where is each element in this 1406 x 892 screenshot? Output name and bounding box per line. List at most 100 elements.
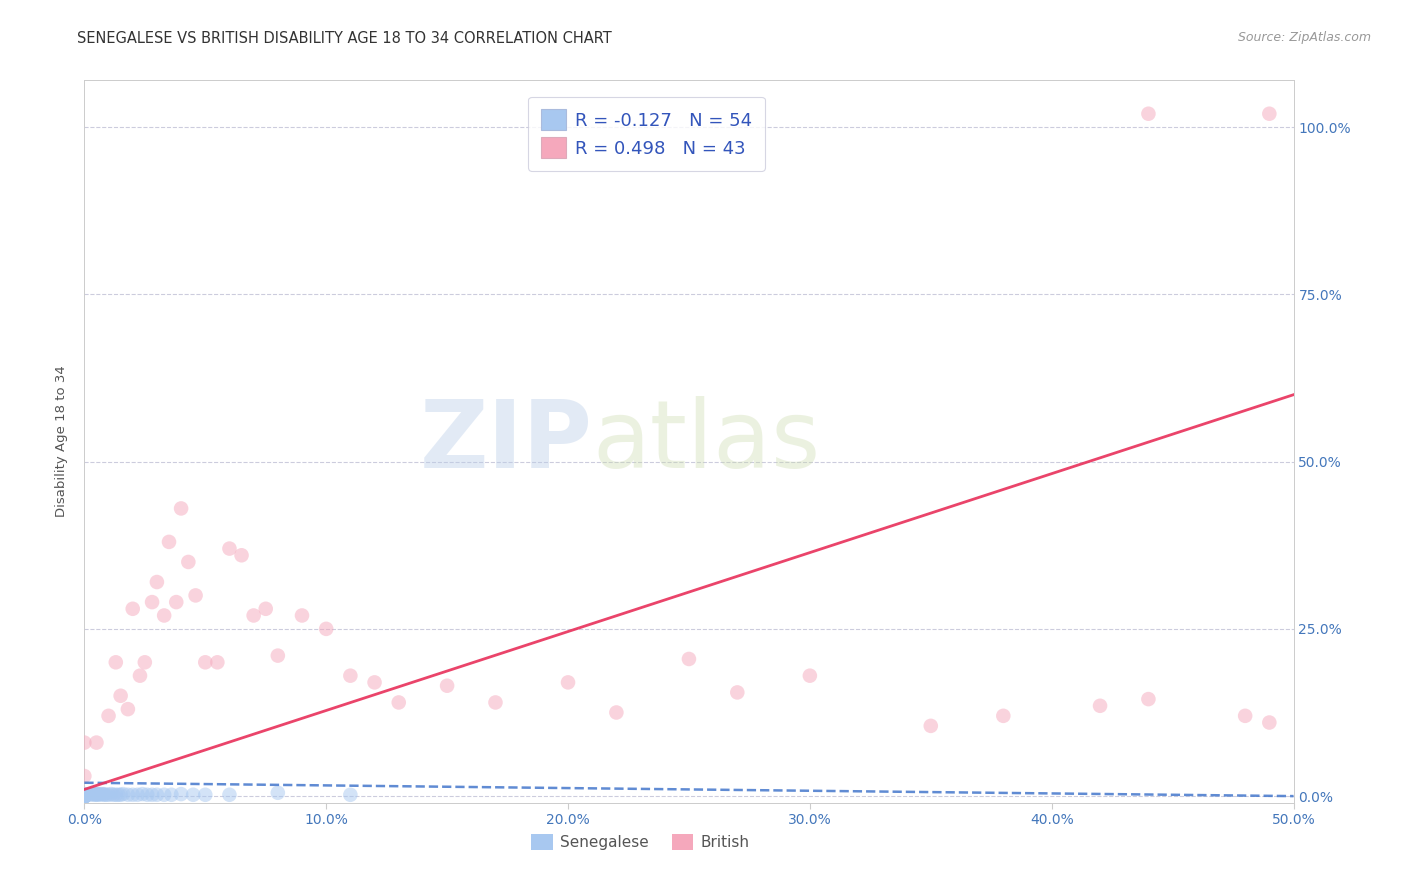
Point: [100, 787, 122, 801]
Point: [83, 787, 105, 801]
Point: [87, 788, 110, 802]
Point: [170, 501, 193, 516]
Point: [73, 788, 96, 802]
Point: [181, 788, 204, 802]
Point: [131, 787, 153, 801]
Point: [104, 655, 127, 669]
Point: [73, 789, 96, 804]
Point: [93, 787, 115, 801]
Point: [207, 655, 229, 669]
Point: [484, 696, 506, 710]
Point: [267, 786, 290, 800]
Point: [1258, 715, 1281, 730]
Point: [1137, 107, 1160, 121]
Point: [605, 706, 627, 720]
Point: [157, 535, 180, 549]
Point: [73, 789, 96, 804]
Point: [291, 608, 314, 623]
Point: [73, 789, 96, 804]
Point: [93, 788, 115, 802]
Point: [153, 788, 176, 802]
Point: [920, 719, 942, 733]
Point: [87, 787, 110, 801]
Point: [73, 789, 96, 804]
Point: [177, 555, 200, 569]
Point: [242, 608, 264, 623]
Point: [73, 789, 96, 804]
Point: [117, 788, 139, 802]
Point: [339, 669, 361, 683]
Point: [267, 648, 290, 663]
Point: [86, 735, 108, 749]
Point: [231, 548, 253, 563]
Point: [121, 788, 143, 802]
Point: [107, 788, 129, 802]
Point: [557, 675, 579, 690]
Point: [73, 789, 96, 804]
Text: ZIP: ZIP: [419, 395, 592, 488]
Point: [1234, 708, 1257, 723]
Point: [388, 696, 411, 710]
Point: [799, 669, 821, 683]
Point: [194, 788, 217, 802]
Point: [73, 787, 96, 801]
Point: [136, 788, 159, 802]
Point: [117, 702, 139, 716]
Point: [86, 788, 108, 802]
Point: [218, 788, 240, 802]
Point: [993, 708, 1015, 723]
Point: [436, 679, 458, 693]
Point: [80, 787, 103, 801]
Point: [73, 789, 96, 804]
Point: [165, 595, 187, 609]
Legend: R = -0.127   N = 54, R = 0.498   N = 43: R = -0.127 N = 54, R = 0.498 N = 43: [529, 96, 765, 170]
Point: [1258, 107, 1281, 121]
Point: [77, 788, 100, 802]
Point: [73, 789, 96, 804]
Point: [103, 788, 125, 802]
Point: [141, 788, 163, 802]
Point: [73, 789, 96, 804]
Point: [97, 788, 120, 802]
Point: [73, 789, 96, 804]
Y-axis label: Disability Age 18 to 34: Disability Age 18 to 34: [55, 366, 69, 517]
Point: [1137, 692, 1160, 706]
Point: [86, 787, 108, 801]
Point: [94, 788, 117, 802]
Text: SENEGALESE VS BRITISH DISABILITY AGE 18 TO 34 CORRELATION CHART: SENEGALESE VS BRITISH DISABILITY AGE 18 …: [77, 31, 612, 46]
Point: [73, 789, 96, 804]
Point: [194, 655, 217, 669]
Point: [725, 685, 748, 699]
Point: [141, 595, 163, 609]
Point: [129, 669, 152, 683]
Point: [121, 602, 143, 616]
Point: [153, 608, 176, 623]
Point: [146, 788, 169, 802]
Point: [73, 789, 96, 804]
Point: [218, 541, 240, 556]
Point: [134, 655, 156, 669]
Point: [146, 575, 169, 590]
Point: [90, 787, 112, 801]
Point: [73, 788, 96, 802]
Point: [112, 787, 135, 801]
Text: Source: ZipAtlas.com: Source: ZipAtlas.com: [1237, 31, 1371, 45]
Point: [73, 789, 96, 804]
Point: [83, 788, 105, 802]
Point: [1088, 698, 1111, 713]
Point: [97, 708, 120, 723]
Point: [363, 675, 385, 690]
Point: [170, 787, 193, 801]
Point: [127, 788, 149, 802]
Point: [339, 788, 361, 802]
Point: [73, 769, 96, 783]
Point: [678, 652, 700, 666]
Point: [73, 789, 96, 804]
Point: [73, 789, 96, 804]
Text: atlas: atlas: [592, 395, 821, 488]
Point: [110, 689, 132, 703]
Point: [315, 622, 337, 636]
Point: [160, 788, 183, 802]
Point: [254, 602, 277, 616]
Point: [73, 789, 96, 804]
